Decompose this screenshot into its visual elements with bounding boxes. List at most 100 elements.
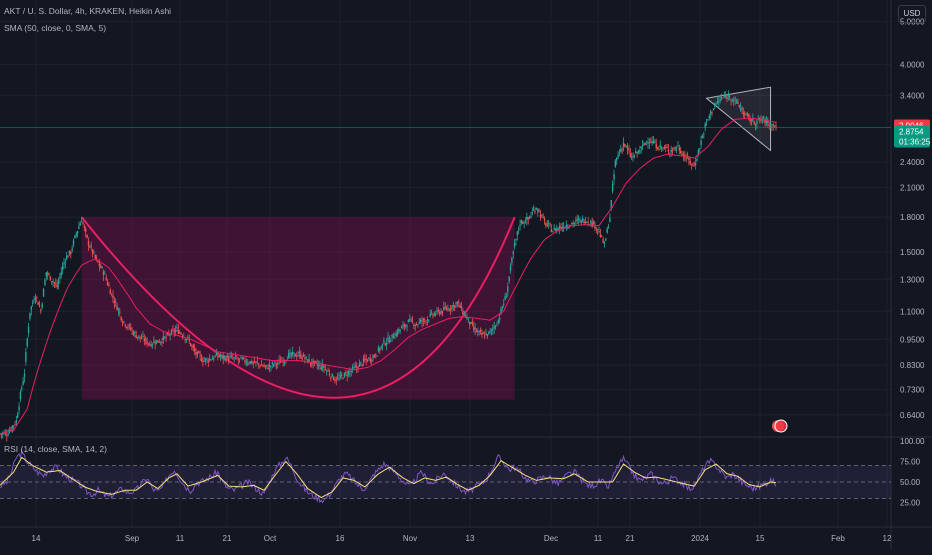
candle-body xyxy=(365,358,367,360)
candle-body xyxy=(594,224,596,229)
candle-body xyxy=(498,317,501,320)
candle-body xyxy=(635,151,637,154)
time-tick-label: 16 xyxy=(336,534,345,543)
candle-body xyxy=(560,227,562,229)
candle-body xyxy=(662,148,664,149)
candle-body xyxy=(248,363,250,365)
candle-body xyxy=(346,375,348,377)
candle-body xyxy=(704,123,706,129)
candle-body xyxy=(259,365,261,367)
candle-body xyxy=(355,366,358,368)
candle-body xyxy=(198,351,200,353)
candle-body xyxy=(609,217,611,223)
candle-body xyxy=(313,360,316,362)
candle-body xyxy=(727,94,730,97)
time-tick-label: 2024 xyxy=(691,534,709,543)
candle-body xyxy=(411,320,414,322)
candle-body xyxy=(142,336,144,338)
candle-body xyxy=(399,329,401,331)
candle-body xyxy=(677,145,679,147)
candle-body xyxy=(630,156,633,158)
candle-body xyxy=(323,366,325,369)
rsi-legend[interactable]: RSI (14, close, SMA, 14, 2) xyxy=(4,444,107,454)
candle-body xyxy=(441,311,444,314)
candle-body xyxy=(230,355,233,357)
candle-body xyxy=(497,320,499,323)
candle-body xyxy=(625,146,627,147)
candle-body xyxy=(217,355,219,357)
candle-body xyxy=(203,360,205,362)
candle-body xyxy=(595,227,597,229)
candle-body xyxy=(23,373,26,377)
grid-lines xyxy=(0,0,891,527)
candle-body xyxy=(36,296,38,298)
candle-body xyxy=(428,319,430,321)
candle-body xyxy=(127,326,129,328)
candle-body xyxy=(671,150,674,152)
candle-body xyxy=(692,163,694,165)
candle-body xyxy=(528,217,531,218)
candle-body xyxy=(108,285,110,287)
candle-body xyxy=(693,165,696,166)
candle-body xyxy=(184,338,186,340)
candle-body xyxy=(526,216,528,220)
candle-body xyxy=(489,331,491,333)
candle-body xyxy=(436,309,438,312)
candle-body xyxy=(264,365,267,367)
candle-body xyxy=(701,135,704,138)
candle-body xyxy=(78,226,80,229)
candle-body xyxy=(51,281,53,283)
candle-body xyxy=(354,366,357,368)
candle-body xyxy=(319,364,321,366)
candle-body xyxy=(549,223,551,225)
candle-body xyxy=(253,361,256,363)
candle-body xyxy=(421,321,423,322)
candle-body xyxy=(513,243,516,247)
candle-body xyxy=(179,332,181,334)
candle-body xyxy=(162,336,165,340)
candle-body xyxy=(511,258,513,263)
candle-body xyxy=(277,362,279,364)
candle-body xyxy=(210,359,212,361)
candle-body xyxy=(339,374,342,377)
candle-body xyxy=(120,316,122,321)
candle-body xyxy=(400,326,403,329)
candle-body xyxy=(233,357,235,359)
candle-body xyxy=(474,328,476,330)
candle-body xyxy=(82,223,84,225)
candle-body xyxy=(385,343,388,345)
candle-body xyxy=(641,144,644,146)
currency-button[interactable]: USD xyxy=(898,5,926,23)
candle-body xyxy=(180,333,182,335)
candle-body xyxy=(11,425,13,429)
candle-body xyxy=(38,305,41,307)
countdown-label: 01:36:25 xyxy=(899,137,931,146)
rsi-tick-label: 50.00 xyxy=(900,478,921,487)
candle-body xyxy=(456,301,459,304)
candle-body xyxy=(666,147,668,149)
candle-body xyxy=(338,377,340,379)
candle-body xyxy=(647,142,649,144)
candle-body xyxy=(140,338,143,339)
candle-body xyxy=(501,307,504,308)
candle-body xyxy=(350,371,352,372)
price-tick-label: 2.4000 xyxy=(900,158,925,167)
candle-body xyxy=(298,351,301,354)
candle-body xyxy=(720,97,723,99)
candle-body xyxy=(10,429,12,431)
time-tick-label: 15 xyxy=(756,534,765,543)
candle-body xyxy=(750,120,753,122)
sma-legend[interactable]: SMA (50, close, 0, SMA, 5) xyxy=(4,23,107,33)
candle-body xyxy=(157,340,159,343)
time-tick-label: Nov xyxy=(403,534,417,543)
candle-body xyxy=(138,335,140,337)
candle-body xyxy=(579,219,581,221)
candle-body xyxy=(700,140,702,145)
candle-body xyxy=(306,359,309,363)
candle-body xyxy=(581,218,584,220)
candle-body xyxy=(388,339,391,343)
candle-body xyxy=(87,240,90,246)
symbol-legend[interactable]: AKT / U. S. Dollar, 4h, KRAKEN, Heikin A… xyxy=(4,6,172,16)
